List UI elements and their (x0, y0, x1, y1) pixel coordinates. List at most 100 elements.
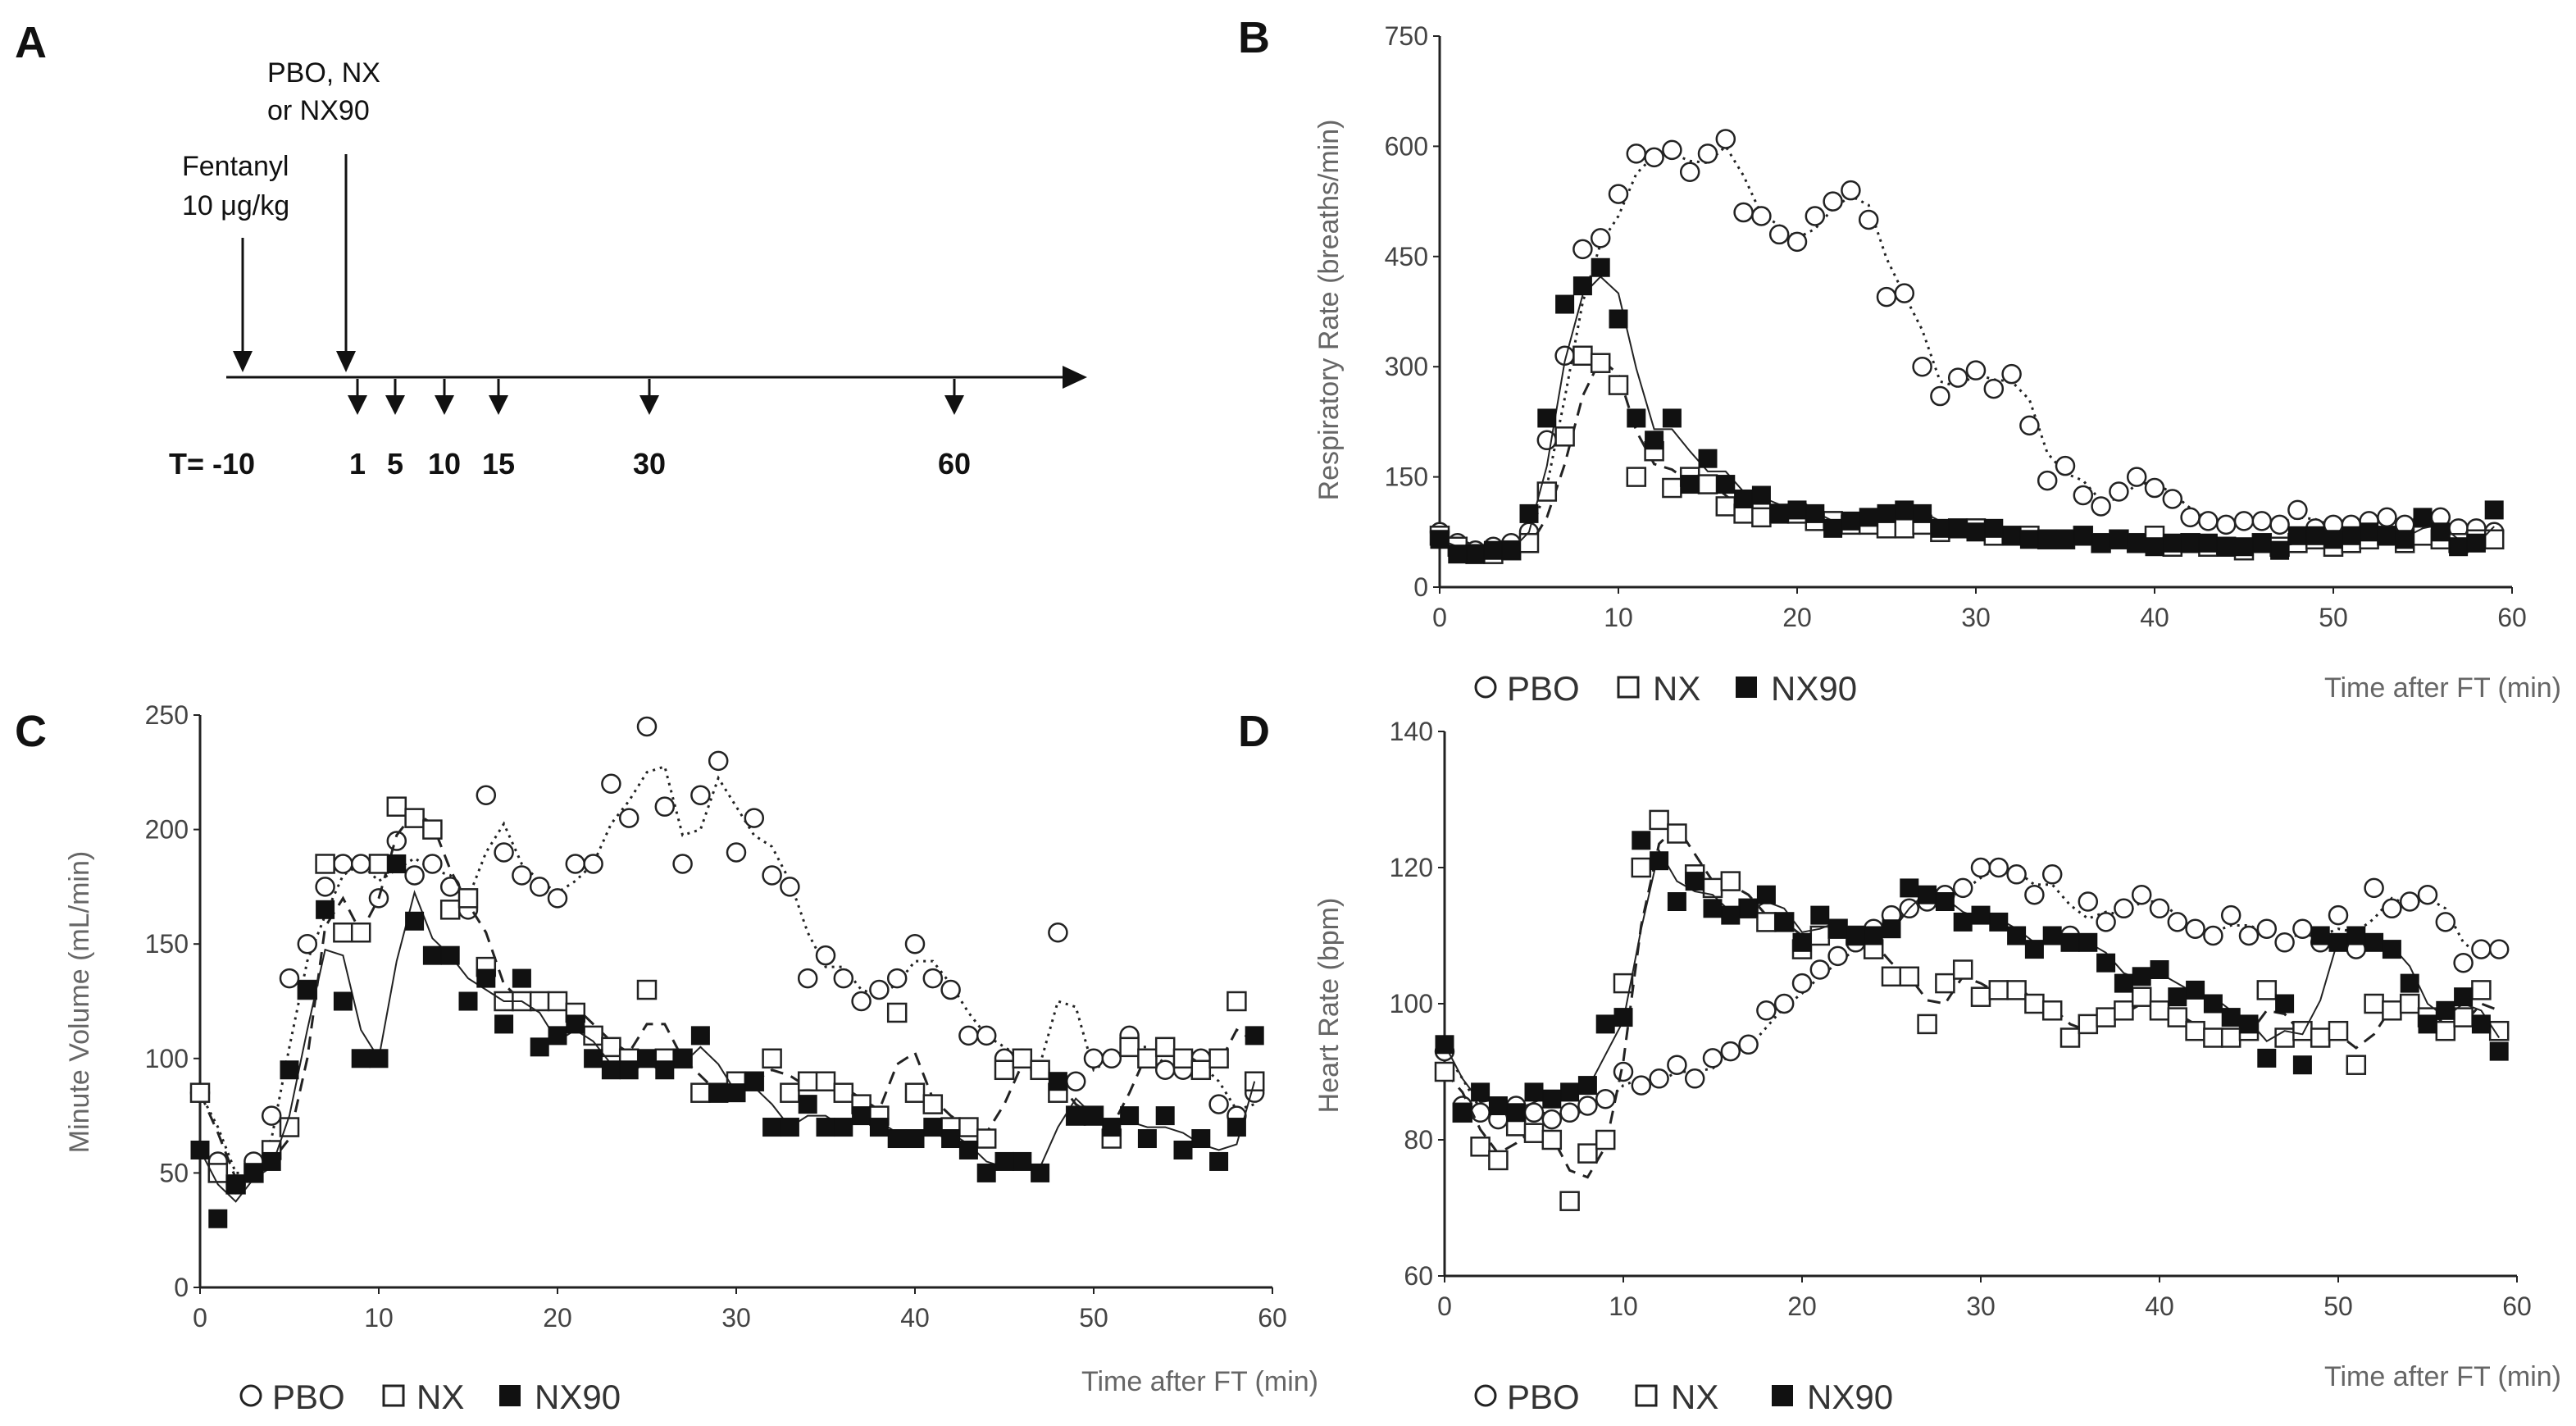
data-point-nx90 (1066, 1106, 1085, 1126)
data-point-pbo (1697, 144, 1718, 164)
data-point-nx (2382, 1000, 2402, 1021)
panel-c-xlabel: Time after FT (min) (1081, 1366, 1318, 1397)
data-point-nx90 (2395, 530, 2414, 549)
data-point-pbo (1876, 286, 1897, 308)
data-point-nx90 (190, 1140, 210, 1159)
data-point-pbo (1083, 1048, 1104, 1069)
data-point-nx90 (1430, 530, 1450, 549)
data-point-pbo (2001, 363, 2022, 385)
data-point-nx90 (2257, 1048, 2277, 1068)
data-point-nx90 (1918, 885, 1937, 904)
data-point-nx (350, 922, 371, 943)
data-point-nx90 (226, 1174, 246, 1194)
legend-nx-label: NX (416, 1378, 464, 1416)
data-point-nx90 (1685, 872, 1704, 891)
data-point-nx (2078, 1014, 2099, 1035)
data-point-nx (958, 1117, 979, 1137)
data-point-pbo (601, 773, 621, 795)
data-point-nx90 (1846, 926, 1865, 945)
data-point-nx90 (1595, 1014, 1615, 1034)
data-point-nx90 (1506, 1103, 1526, 1123)
timeline-tick-10: 10 (428, 447, 461, 481)
y-tick-label: 750 (1385, 21, 1428, 51)
panel-d-label: D (1238, 707, 1270, 756)
data-point-pbo (2382, 898, 2402, 919)
legend-pbo-marker (1474, 676, 1497, 699)
data-point-nx90 (1716, 475, 1736, 494)
data-point-pbo (1470, 1102, 1491, 1123)
legend-nx90-marker (499, 1385, 521, 1406)
x-tick-label: 10 (1609, 1292, 1638, 1321)
y-tick-label: 80 (1404, 1125, 1433, 1155)
data-point-nx (780, 1082, 800, 1103)
data-point-pbo (1523, 1102, 1545, 1123)
timeline-axis-arrowhead (1063, 366, 1087, 389)
data-point-nx (2024, 993, 2045, 1014)
data-point-nx (833, 1082, 854, 1103)
data-point-pbo (672, 854, 693, 874)
data-point-pbo (422, 854, 443, 874)
data-point-nx (1137, 1048, 1158, 1069)
data-point-nx (636, 979, 658, 1000)
data-point-nx90 (2323, 530, 2343, 549)
data-point-nx90 (1841, 511, 1860, 531)
data-point-pbo (2292, 918, 2313, 939)
data-point-nx90 (1627, 408, 1646, 428)
data-point-pbo (780, 877, 800, 897)
data-point-nx (529, 991, 550, 1012)
y-tick-label: 300 (1385, 352, 1428, 381)
x-tick-label: 40 (900, 1303, 930, 1333)
data-point-pbo (815, 945, 836, 966)
y-tick-label: 60 (1404, 1261, 1433, 1291)
data-point-pbo (2167, 912, 2188, 932)
data-point-nx (1434, 1061, 1455, 1082)
data-point-pbo (1823, 191, 1843, 212)
data-point-pbo (2251, 511, 2273, 531)
data-point-nx (2149, 1000, 2170, 1021)
data-point-nx (2185, 1020, 2205, 1041)
data-point-nx (815, 1071, 836, 1091)
data-point-nx (886, 1002, 908, 1023)
data-point-pbo (350, 854, 371, 874)
data-point-nx90 (1209, 1151, 1229, 1171)
data-point-nx90 (2275, 994, 2295, 1014)
data-point-pbo (2328, 904, 2349, 926)
timeline-marker (435, 379, 454, 415)
data-point-pbo (1827, 945, 1848, 967)
data-point-nx90 (2007, 926, 2027, 945)
data-point-nx90 (1448, 544, 1468, 564)
data-point-nx90 (1137, 1129, 1157, 1149)
data-point-nx90 (2109, 530, 2128, 549)
data-point-nx90 (923, 1118, 943, 1137)
data-point-nx (2059, 1027, 2081, 1048)
data-point-pbo (708, 750, 729, 772)
data-point-pbo (1965, 360, 1987, 380)
data-point-pbo (2269, 514, 2290, 535)
data-point-pbo (1613, 1061, 1634, 1082)
data-point-pbo (1577, 1096, 1598, 1116)
data-point-pbo (2144, 477, 2165, 499)
data-point-pbo (1101, 1048, 1122, 1069)
data-point-pbo (744, 808, 765, 828)
data-point-nx90 (1703, 899, 1723, 918)
data-point-nx90 (2377, 526, 2396, 545)
data-point-pbo (2274, 932, 2295, 953)
data-point-nx90 (1591, 257, 1610, 277)
legend-nx90-marker (1736, 677, 1757, 698)
data-point-nx90 (780, 1118, 799, 1137)
data-point-nx90 (2216, 537, 2236, 557)
data-point-pbo (512, 865, 532, 886)
legend-nx-label: NX (1671, 1378, 1718, 1416)
data-point-nx90 (2328, 932, 2348, 952)
data-point-pbo (1631, 1075, 1652, 1096)
data-point-nx (904, 1082, 926, 1103)
data-point-nx90 (243, 1163, 263, 1182)
data-point-pbo (1791, 973, 1813, 994)
data-point-nx90 (601, 1060, 621, 1080)
data-point-nx90 (726, 1083, 746, 1103)
data-point-pbo (2114, 898, 2134, 919)
data-point-nx (2310, 1027, 2331, 1048)
data-point-nx90 (2287, 526, 2307, 545)
data-point-nx90 (2418, 1014, 2437, 1034)
data-point-nx (1899, 966, 1920, 987)
